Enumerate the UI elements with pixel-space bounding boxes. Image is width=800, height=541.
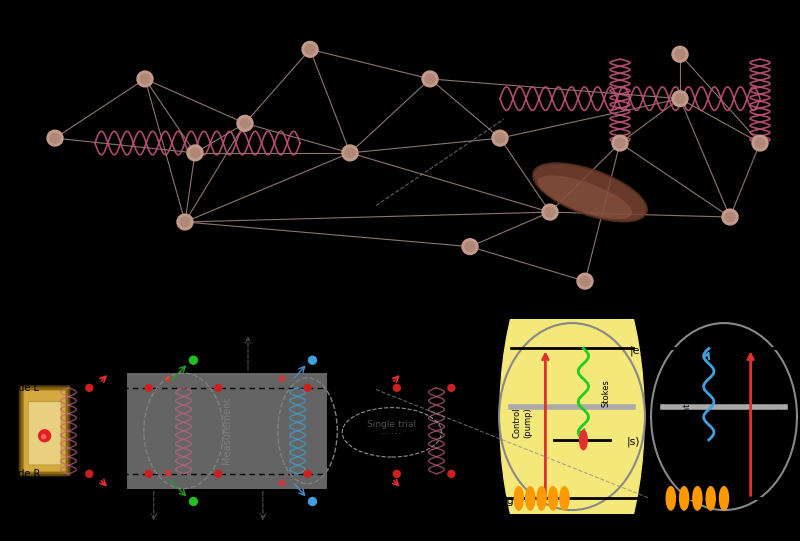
Circle shape	[422, 71, 438, 87]
Text: Node R: Node R	[5, 469, 40, 479]
Circle shape	[672, 47, 688, 62]
Circle shape	[615, 138, 625, 148]
Circle shape	[146, 470, 152, 477]
Text: |g⟩: |g⟩	[504, 495, 518, 506]
Text: b: b	[8, 328, 22, 348]
Bar	[127, 373, 327, 489]
Circle shape	[492, 130, 508, 146]
Circle shape	[304, 470, 311, 477]
Circle shape	[612, 135, 628, 151]
Circle shape	[560, 487, 569, 510]
Circle shape	[672, 91, 688, 107]
Circle shape	[526, 487, 534, 510]
Text: (3)Read out and verification: (3)Read out and verification	[194, 525, 331, 535]
Circle shape	[177, 214, 193, 230]
Circle shape	[309, 357, 317, 364]
Circle shape	[675, 49, 685, 59]
Circle shape	[47, 130, 63, 146]
FancyBboxPatch shape	[28, 402, 61, 465]
Circle shape	[537, 487, 546, 510]
Text: Control
(probe): Control (probe)	[764, 407, 783, 438]
Circle shape	[500, 232, 644, 541]
Circle shape	[394, 470, 400, 477]
Circle shape	[755, 138, 765, 148]
Circle shape	[448, 470, 455, 477]
Circle shape	[545, 207, 555, 217]
Circle shape	[214, 470, 222, 477]
Ellipse shape	[538, 175, 632, 219]
Circle shape	[465, 242, 475, 252]
Circle shape	[137, 71, 153, 87]
Circle shape	[309, 498, 317, 505]
Circle shape	[42, 435, 46, 439]
Text: |g⟩: |g⟩	[656, 495, 670, 506]
Circle shape	[462, 239, 478, 254]
Circle shape	[514, 487, 523, 510]
Circle shape	[342, 145, 358, 161]
Circle shape	[752, 135, 768, 151]
Circle shape	[577, 273, 593, 289]
Text: |e⟩: |e⟩	[782, 345, 796, 355]
Circle shape	[305, 44, 315, 54]
Circle shape	[302, 42, 318, 57]
Circle shape	[579, 430, 587, 450]
Circle shape	[722, 209, 738, 225]
Circle shape	[666, 487, 675, 510]
Circle shape	[187, 145, 203, 161]
Circle shape	[693, 487, 702, 510]
Circle shape	[706, 487, 715, 510]
Circle shape	[86, 470, 93, 477]
Text: |s⟩: |s⟩	[778, 437, 792, 447]
Circle shape	[725, 212, 735, 222]
Text: Stokes: Stokes	[602, 379, 610, 407]
Text: Measurement: Measurement	[222, 397, 232, 465]
Text: (2)Heralded success and storage: (2)Heralded success and storage	[167, 314, 329, 324]
Circle shape	[214, 385, 222, 391]
Text: Control
(pump): Control (pump)	[513, 407, 532, 438]
Circle shape	[542, 204, 558, 220]
Ellipse shape	[533, 163, 647, 221]
Circle shape	[237, 115, 253, 131]
Circle shape	[140, 74, 150, 84]
Circle shape	[190, 498, 198, 505]
Circle shape	[190, 148, 200, 158]
Text: (1)Initialization: (1)Initialization	[117, 525, 190, 535]
Circle shape	[549, 487, 558, 510]
Text: |e⟩: |e⟩	[630, 345, 644, 355]
Circle shape	[719, 487, 729, 510]
Circle shape	[50, 133, 60, 143]
Text: Node L: Node L	[5, 383, 39, 393]
Circle shape	[495, 133, 505, 143]
FancyBboxPatch shape	[20, 386, 70, 476]
Circle shape	[86, 385, 93, 391]
Circle shape	[180, 217, 190, 227]
Circle shape	[304, 385, 311, 391]
Circle shape	[425, 74, 435, 84]
Circle shape	[675, 94, 685, 103]
Circle shape	[679, 487, 689, 510]
Circle shape	[190, 357, 198, 364]
Text: Anti-stokes: Anti-stokes	[683, 370, 692, 417]
Circle shape	[448, 385, 455, 391]
Text: Single trial: Single trial	[367, 420, 417, 430]
FancyBboxPatch shape	[24, 391, 66, 471]
Text: Tim: Tim	[468, 377, 486, 387]
Text: ......: ......	[381, 426, 402, 436]
Text: |s⟩: |s⟩	[626, 437, 640, 447]
Circle shape	[240, 118, 250, 128]
Circle shape	[580, 276, 590, 286]
Circle shape	[394, 385, 400, 391]
Circle shape	[38, 430, 50, 441]
Circle shape	[146, 385, 152, 391]
Circle shape	[345, 148, 355, 158]
